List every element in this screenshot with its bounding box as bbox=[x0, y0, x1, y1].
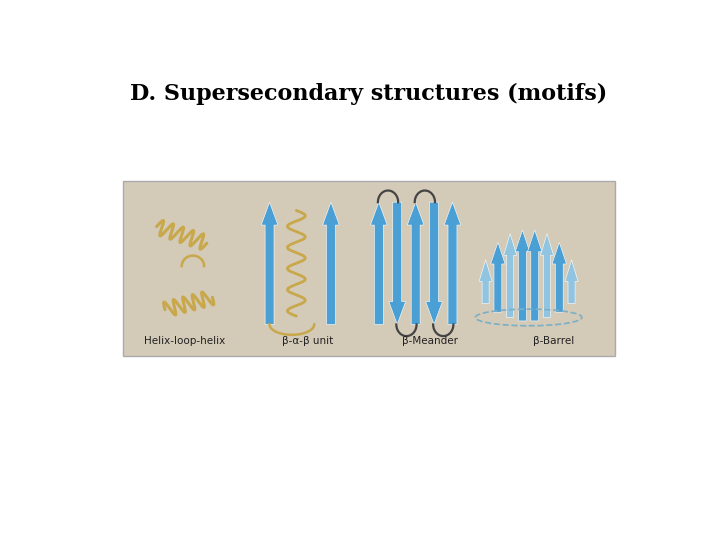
FancyArrow shape bbox=[541, 234, 554, 318]
FancyArrow shape bbox=[261, 202, 278, 325]
Text: Helix-loop-helix: Helix-loop-helix bbox=[144, 336, 225, 346]
FancyArrow shape bbox=[479, 260, 492, 303]
FancyArrow shape bbox=[426, 202, 442, 325]
FancyArrow shape bbox=[516, 230, 530, 321]
FancyArrow shape bbox=[389, 202, 405, 325]
FancyArrow shape bbox=[528, 230, 542, 321]
FancyArrow shape bbox=[408, 202, 424, 325]
FancyArrow shape bbox=[552, 242, 567, 312]
FancyArrow shape bbox=[444, 202, 461, 325]
Text: D. Supersecondary structures (motifs): D. Supersecondary structures (motifs) bbox=[130, 83, 608, 105]
FancyArrow shape bbox=[490, 242, 505, 312]
FancyArrow shape bbox=[565, 260, 578, 303]
Text: β-Meander: β-Meander bbox=[402, 336, 459, 346]
Text: β-Barrel: β-Barrel bbox=[533, 336, 574, 346]
Text: β-α-β unit: β-α-β unit bbox=[282, 336, 333, 346]
FancyArrow shape bbox=[504, 234, 517, 318]
FancyArrow shape bbox=[323, 202, 339, 325]
FancyArrow shape bbox=[371, 202, 387, 325]
Bar bbox=[124, 181, 615, 356]
